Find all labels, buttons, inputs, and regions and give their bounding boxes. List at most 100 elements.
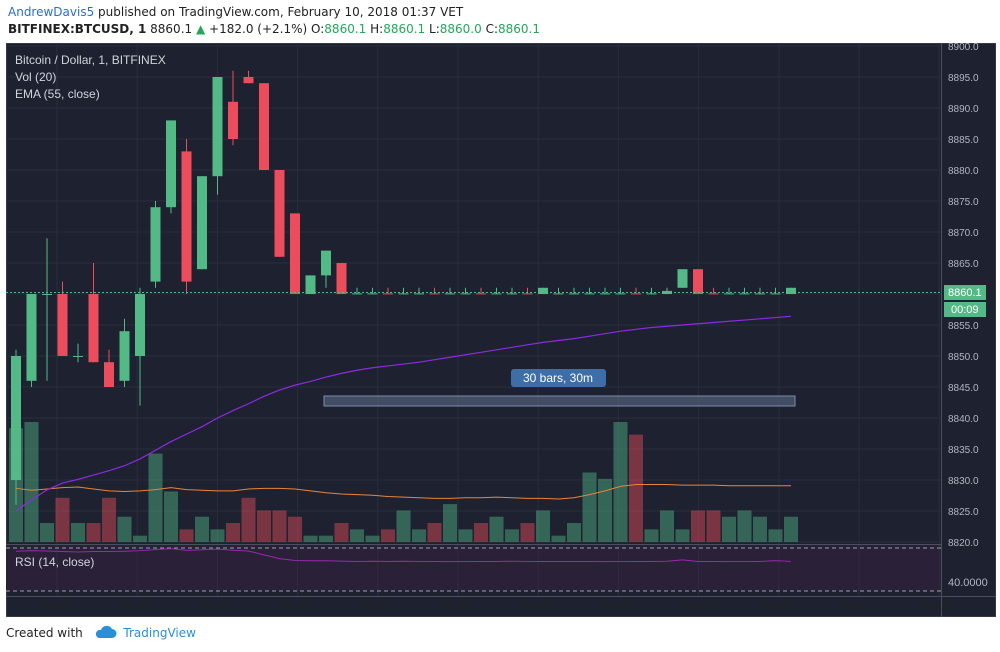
rsi-pane-background (6, 545, 941, 591)
volume-bar (319, 535, 333, 542)
volume-bar (288, 516, 302, 542)
price-tick-label: 8875.0 (948, 197, 979, 208)
candle-body (429, 293, 440, 295)
candle-body (57, 294, 68, 356)
candle-body (119, 331, 130, 381)
candle-body (305, 275, 316, 294)
candle-body (538, 287, 548, 294)
candle-body (553, 293, 564, 295)
high-label: H: (370, 22, 384, 36)
low-label: L: (429, 22, 440, 36)
price-tick-label: 8835.0 (948, 445, 979, 456)
open-label: O: (311, 22, 325, 36)
time-tick-label: 01:35 (284, 601, 312, 613)
volume-bar (350, 529, 364, 542)
volume-bar (86, 523, 101, 542)
candle-body (569, 293, 579, 295)
volume-bar (753, 516, 767, 542)
price-tick-label: 8865.0 (948, 259, 979, 270)
price-tick-label: 8895.0 (948, 73, 979, 84)
range-label: 30 bars, 30m (523, 371, 593, 385)
candle-body (476, 293, 486, 295)
high-value: 8860.1 (383, 22, 426, 36)
time-tick-label: 01:50 (524, 601, 552, 613)
volume-bar (768, 529, 783, 542)
chart-header: AndrewDavis5 published on TradingView.co… (0, 0, 1000, 44)
volume-bar (195, 516, 209, 542)
candle-body (770, 293, 781, 295)
candle-body (786, 287, 796, 294)
candle-body (259, 83, 269, 170)
volume-bar (24, 422, 39, 542)
candle-body (88, 294, 99, 363)
candle-body (693, 269, 703, 294)
price-axis[interactable]: 8900.0 8895.0 8890.0 8885.0 8880.0 8875.0 8870… (948, 42, 979, 549)
candle-body (104, 362, 114, 387)
tradingview-link[interactable]: TradingView (123, 626, 196, 640)
time-axis[interactable]: 01:20 01:25 01:30 01:35 01:40 01:45 01:50 01:55… (43, 601, 953, 613)
price-tick-label: 8885.0 (948, 135, 979, 146)
volume-bar (443, 504, 457, 542)
candle-body (584, 293, 595, 295)
candle-body (507, 293, 517, 295)
price-chart[interactable]: 30 bars, 30m 8900.0 8895.0 8890.0 8885.0 888… (5, 42, 997, 618)
range-label-box (511, 369, 606, 387)
volume-bar (598, 478, 612, 542)
candle-body (166, 120, 176, 208)
legend-ema: EMA (55, close) (15, 87, 100, 101)
cloud-icon (95, 625, 117, 638)
candle-body (336, 263, 347, 294)
created-with-label: Created with (6, 626, 83, 640)
time-tick-label: 02:00 (685, 601, 713, 613)
author-link[interactable]: AndrewDavis5 (8, 5, 95, 19)
time-tick-label: 01:55 (605, 601, 633, 613)
chart-canvas[interactable]: 30 bars, 30m 8900.0 8895.0 8890.0 8885.0 888… (5, 42, 997, 618)
volume-bar (257, 510, 271, 542)
candle-body (708, 293, 719, 295)
price-tick-label: 8830.0 (948, 476, 979, 487)
volume-bar (272, 510, 287, 542)
candle-body (677, 269, 688, 288)
range-selection (323, 395, 796, 407)
volume-bar (148, 453, 163, 542)
candle-body (228, 101, 238, 139)
volume-bar (706, 510, 721, 542)
footer: Created with TradingView (6, 625, 196, 645)
candle-body (181, 151, 192, 282)
volume-bar (55, 497, 70, 542)
price-tick-label: 8890.0 (948, 104, 979, 115)
ema-line (15, 315, 792, 512)
volume-bar (164, 491, 178, 542)
price-tick-label: 8850.0 (948, 352, 979, 363)
symbol-label: BITFINEX:BTCUSD, 1 (8, 22, 147, 36)
candlesticks (11, 70, 796, 505)
rsi-axis-tick: 40.0000 (948, 577, 988, 589)
quote-line: BITFINEX:BTCUSD, 1 8860.1 ▲ +182.0 (+2.1… (8, 21, 540, 37)
volume-bar (458, 529, 473, 542)
candle-body (290, 213, 300, 294)
volume-bar (536, 510, 550, 542)
volume-bar (582, 472, 597, 542)
candle-body (414, 293, 424, 295)
range-measure-tool[interactable]: 30 bars, 30m (323, 369, 796, 407)
candle-body (383, 293, 393, 295)
volume-bar (520, 523, 535, 542)
volume-bar (691, 510, 705, 542)
volume-bar (365, 535, 380, 542)
candle-body (398, 293, 409, 295)
legend-volume: Vol (20) (15, 70, 56, 84)
candle-body (367, 293, 378, 295)
volume-bar (737, 510, 752, 542)
candle-body (150, 207, 161, 282)
time-tick-label: 01:30 (204, 601, 232, 613)
rsi-line (15, 548, 792, 563)
publish-info: published on TradingView.com, February 1… (94, 5, 464, 19)
volume-bar (675, 529, 690, 542)
price-change: +182.0 (+2.1%) (209, 22, 308, 36)
candle-body (274, 170, 285, 257)
time-tick-label: 02:10 (845, 601, 873, 613)
volume-bar (40, 523, 54, 542)
candle-body (631, 293, 641, 295)
volume-bar (303, 535, 318, 542)
candle-body (321, 250, 331, 276)
